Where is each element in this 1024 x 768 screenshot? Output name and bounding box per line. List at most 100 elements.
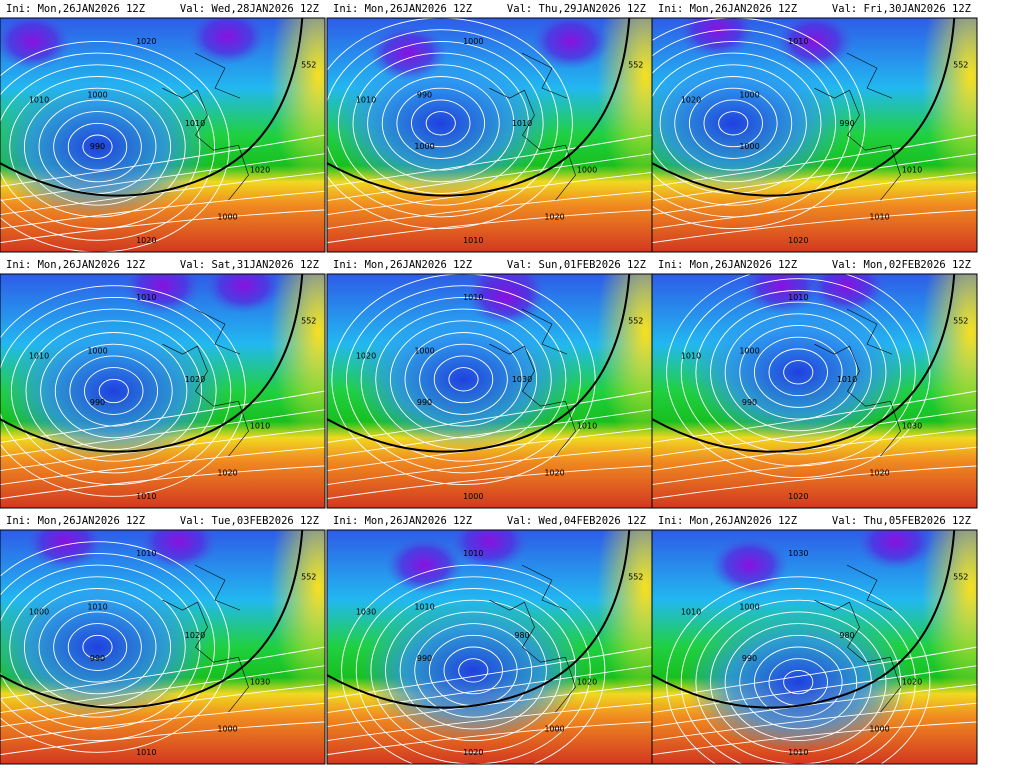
deep-low-region [0,18,72,70]
valid-label: Val: Thu,05FEB2026 12Z [832,515,971,527]
isobar [652,134,977,187]
contour-label: 1010 [512,119,532,128]
contour-label: 1010 [788,293,808,302]
contour-label: 1000 [29,607,49,616]
isobar [327,390,652,443]
isobar [695,289,902,455]
isobar [0,541,230,753]
contour-label: 1010 [463,293,483,302]
contour-label: 1010 [29,95,49,104]
high-region [269,274,325,450]
thickness-line [327,530,631,709]
contour-label: 1010 [788,748,808,757]
isobar [652,446,977,486]
low-region [359,600,587,741]
high-region [921,530,977,706]
contour-label: 1010 [837,375,857,384]
isobar [652,665,977,713]
high-region [596,530,652,706]
low-region [349,309,578,450]
isobar [327,646,652,699]
init-label: Ini: Mon,26JAN2026 12Z [658,259,797,271]
isobar [346,285,581,474]
isobar [0,465,325,500]
low-region [652,53,847,194]
low-region [0,576,212,718]
isobar [703,99,763,148]
init-label: Ini: Mon,26JAN2026 12Z [6,3,145,15]
isobar [652,409,977,457]
isobar [674,76,793,171]
isobar [67,122,128,171]
high-region [596,18,652,194]
valid-label: Val: Sat,31JAN2026 12Z [180,259,319,271]
high-region [921,274,977,450]
isobar [0,702,325,742]
deep-low-region [139,530,218,570]
isobar [659,64,807,183]
isobar [327,190,652,230]
contour-label: 1020 [185,375,205,384]
isobar [98,378,129,404]
isobar [753,336,843,408]
contour-label: 1030 [788,549,808,558]
isobar [0,296,232,486]
coastline [814,564,901,713]
isobar [0,390,325,443]
contour-label: 552 [301,60,316,69]
contour-label: 1010 [136,492,156,501]
contour-label: 1000 [869,724,889,733]
isobar [0,409,325,457]
contour-label: 552 [953,572,968,581]
contour-label: 1000 [217,212,237,221]
map: 1030 1010 1000 990 980 1020 552 1000 1010 [652,530,977,764]
map: 1020 1010 1000 990 1010 1020 552 1000 1020 [0,18,325,252]
contour-label: 1010 [681,607,701,616]
isobar [652,702,977,742]
isobar [652,683,977,728]
contour-label: 1020 [136,37,156,46]
panel: Ini: Mon,26JAN2026 12Z Val: Thu,05FEB2026… [651,515,978,765]
contour-label: 990 [742,654,757,663]
isobar [652,390,977,443]
contour-label: 1000 [739,603,759,612]
isobar [448,367,479,392]
contour-label: 1000 [87,91,107,100]
high-region [269,530,325,706]
isobar [82,134,113,159]
isobar [0,683,325,728]
deep-low-region [466,274,545,326]
isobar [652,171,977,216]
map-frame [651,529,978,765]
map-frame [0,17,326,253]
init-label: Ini: Mon,26JAN2026 12Z [333,515,472,527]
isobar [327,171,652,216]
coastline [162,564,249,713]
isobar [783,669,814,695]
isobar [652,427,977,472]
isobar [0,52,215,241]
panel: Ini: Mon,26JAN2026 12Z Val: Thu,29JAN2026… [326,3,653,253]
thickness-line [0,274,304,453]
contour-label: 1030 [250,678,270,687]
isobar [0,665,325,713]
deep-low-region [188,18,267,65]
deep-low-region [678,18,756,58]
isobar [23,588,172,706]
contour-label: 552 [628,60,643,69]
isobar [724,313,872,432]
coastline [489,308,576,457]
isobar [666,274,931,478]
contour-label: 1000 [87,347,107,356]
isobar [327,446,652,486]
deep-low-region [808,274,886,314]
contour-label: 1010 [414,603,434,612]
contour-label: 552 [301,572,316,581]
isobar [327,465,652,500]
coastline [162,308,249,457]
contour-label: 1020 [577,678,597,687]
contour-label: 1010 [869,212,889,221]
high-region [269,18,325,194]
valid-label: Val: Tue,03FEB2026 12Z [180,515,319,527]
